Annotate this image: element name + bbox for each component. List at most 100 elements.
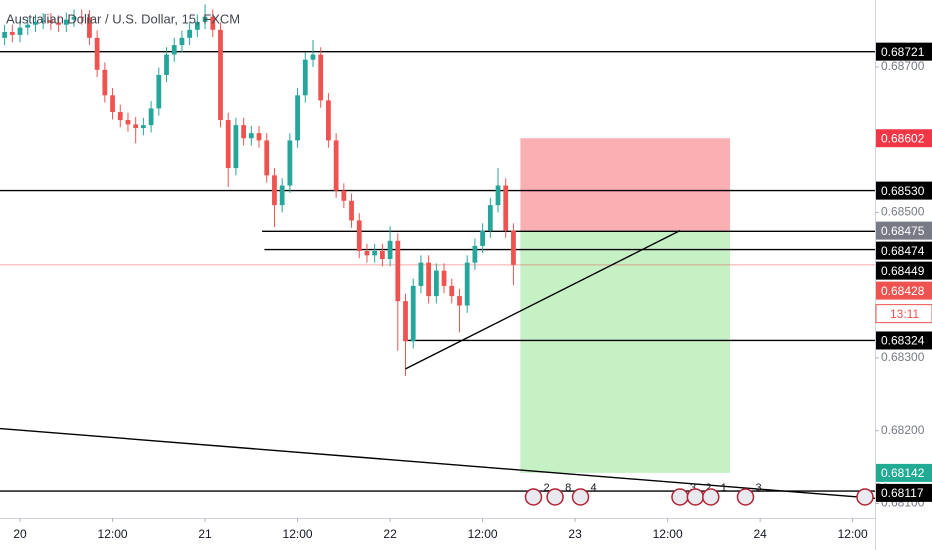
candle-body	[210, 16, 216, 30]
candle-body	[264, 140, 270, 176]
candle-body	[410, 285, 416, 342]
event-count: 3	[690, 482, 696, 494]
candle-body	[333, 140, 339, 191]
y-tick-label: 0.68200	[881, 423, 925, 437]
x-tick-label: 22	[383, 527, 397, 541]
x-tick-label: 24	[753, 527, 767, 541]
candle-body	[503, 185, 509, 231]
candle-body	[187, 29, 193, 38]
x-tick-label: 21	[198, 527, 212, 541]
candle-body	[256, 133, 262, 141]
candle-body	[248, 133, 254, 139]
candle-body	[133, 124, 139, 129]
price-label-box	[876, 129, 932, 148]
candle-body	[495, 185, 501, 206]
price-label: 0.68428	[881, 284, 925, 298]
candle-body	[349, 200, 354, 221]
y-tick-label: 0.68500	[881, 205, 925, 219]
candle-body	[287, 140, 293, 186]
event-flag	[546, 488, 564, 506]
candle-body	[449, 285, 455, 297]
target-zone	[520, 230, 731, 473]
price-label: 0.68142	[881, 466, 925, 480]
y-tick-label: 0.68300	[881, 350, 925, 364]
candle-body	[233, 125, 239, 169]
candle-body	[102, 69, 108, 96]
candle-body	[464, 262, 470, 306]
price-label: 0.68474	[881, 244, 925, 258]
candle-body	[326, 100, 331, 141]
price-label-box	[876, 483, 932, 502]
x-tick-label: 12:00	[468, 527, 498, 541]
candle-body	[63, 19, 69, 25]
candle-body	[148, 108, 154, 126]
price-label-box	[876, 241, 932, 260]
trend-line	[0, 427, 876, 500]
candle-body	[241, 125, 247, 139]
candle-body	[356, 220, 362, 251]
candle-body	[472, 245, 478, 263]
y-tick-label: 0.68700	[881, 59, 925, 73]
event-flag	[686, 488, 705, 506]
trend-line	[405, 230, 681, 370]
candle-body	[511, 230, 516, 265]
plot-area: 284321324	[0, 4, 887, 506]
event-count: 2	[705, 482, 711, 494]
candle-body	[94, 37, 100, 70]
candle-body	[171, 45, 177, 55]
event-flag	[524, 488, 543, 506]
price-label: 0.68530	[881, 184, 925, 198]
price-label-box	[876, 181, 932, 200]
candle-body	[225, 120, 231, 169]
candle-body	[318, 54, 324, 101]
event-flag	[671, 488, 689, 506]
x-tick-label: 23	[568, 527, 582, 541]
price-label: 0.68449	[881, 264, 925, 278]
candle-body	[156, 74, 162, 109]
candle-body	[341, 190, 347, 201]
candle-body	[194, 21, 200, 30]
candle-body	[125, 120, 131, 125]
price-label: 0.68324	[881, 334, 925, 348]
x-tick-label: 12:00	[283, 527, 313, 541]
price-label: 0.68602	[881, 131, 925, 145]
candle-body	[426, 262, 432, 297]
price-label-box	[876, 42, 932, 61]
candle-body	[9, 32, 15, 35]
candle-body	[272, 175, 277, 206]
countdown: 13:11	[890, 307, 919, 321]
price-label: 0.68721	[881, 45, 925, 59]
candle-body	[202, 16, 208, 22]
price-label-box	[876, 261, 932, 280]
event-count: 8	[565, 482, 571, 494]
candle-body	[25, 24, 31, 28]
candle-body	[179, 37, 185, 46]
candle-body	[164, 54, 169, 75]
candle-body	[40, 20, 46, 22]
candle-body	[387, 240, 393, 259]
candle-body	[87, 17, 92, 38]
candle-body	[302, 59, 308, 96]
price-label-box	[876, 221, 932, 240]
candle-body	[418, 262, 424, 286]
x-tick-label: 12:00	[653, 527, 683, 541]
stop-zone	[520, 138, 731, 231]
candle-body	[71, 16, 77, 20]
event-flag	[736, 488, 755, 506]
candle-body	[295, 95, 300, 141]
candle-body	[379, 250, 385, 259]
candle-body	[79, 16, 85, 18]
candle-body	[2, 32, 8, 38]
candle-body	[395, 240, 401, 302]
candle-body	[433, 270, 439, 297]
candle-body	[56, 22, 61, 25]
candle-body	[441, 270, 447, 286]
price-label: 0.68475	[881, 224, 925, 238]
event-count: 4	[591, 482, 597, 494]
candle-body	[279, 185, 285, 206]
candle-body	[218, 29, 223, 121]
x-tick-label: 12:00	[838, 527, 868, 541]
candle-body	[141, 125, 146, 129]
